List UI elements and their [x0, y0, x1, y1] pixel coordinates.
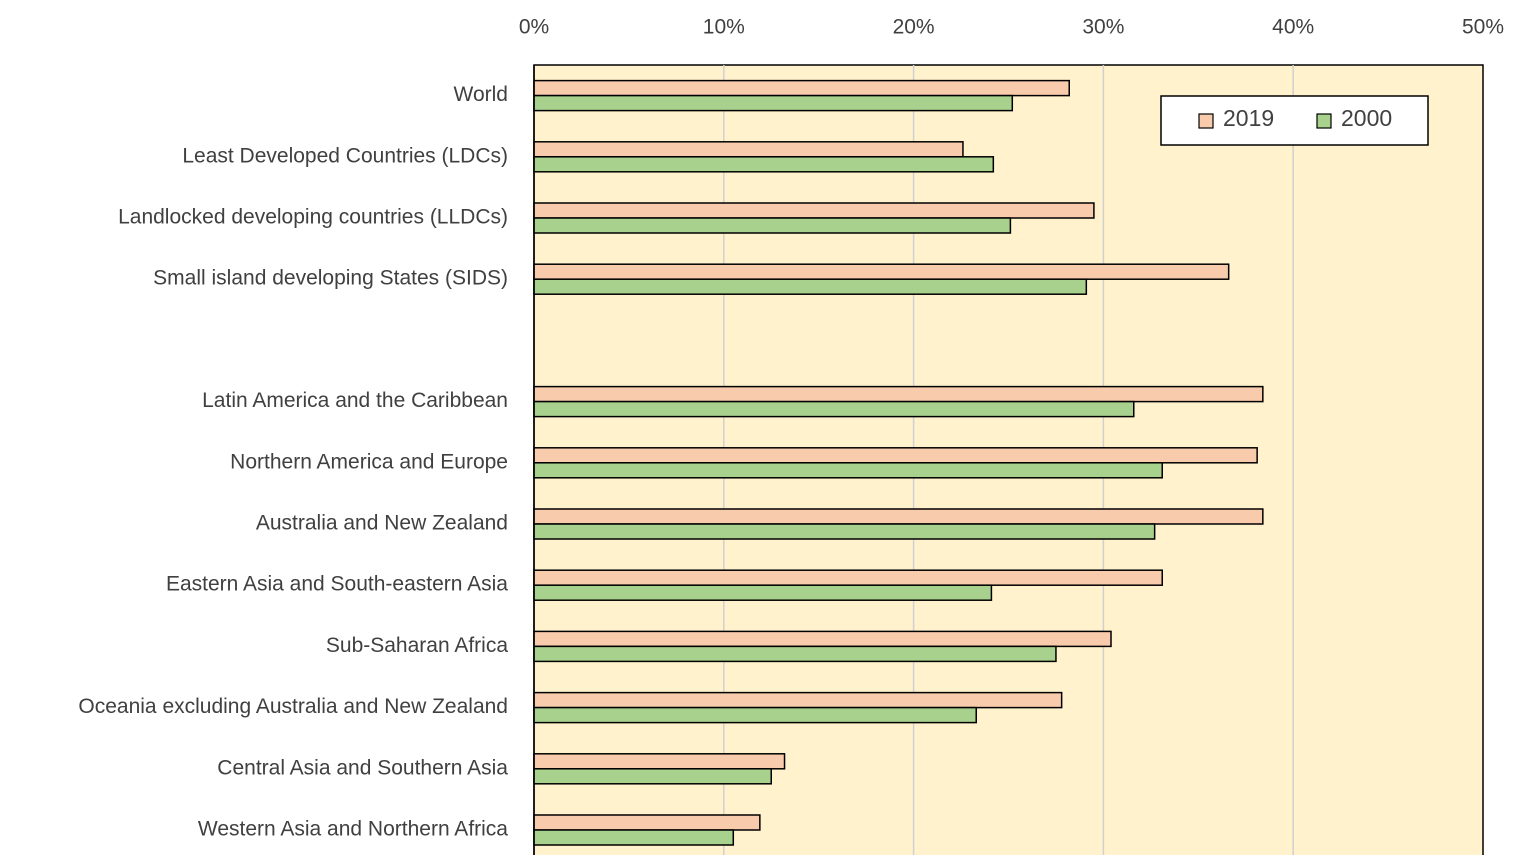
bar — [533, 523, 1156, 540]
bar — [533, 645, 1057, 663]
bar — [533, 79, 1070, 97]
bar — [533, 508, 1264, 525]
y-tick-label: Western Asia and Northern Africa — [198, 818, 508, 841]
bar — [533, 569, 1163, 586]
y-tick-label: Northern America and Europe — [230, 450, 508, 473]
legend-label: 2019 — [1223, 105, 1274, 131]
x-tick-label: 40% — [1272, 16, 1314, 39]
bar — [533, 753, 786, 770]
y-tick-label: Landlocked developing countries (LLDCs) — [118, 206, 508, 229]
bar — [533, 278, 1088, 295]
y-tick-label: Small island developing States (SIDS) — [153, 267, 508, 290]
bar — [533, 829, 735, 846]
bar — [533, 400, 1135, 418]
bar — [533, 385, 1264, 403]
x-tick-label: 10% — [703, 16, 745, 39]
bar — [533, 141, 964, 158]
x-tick-label: 20% — [893, 16, 935, 39]
x-tick-label: 50% — [1462, 16, 1504, 39]
y-tick-label: Least Developed Countries (LDCs) — [182, 144, 508, 167]
bar — [533, 94, 1014, 112]
bar — [533, 202, 1095, 219]
bar — [533, 814, 761, 831]
y-tick-label: Central Asia and Southern Asia — [217, 756, 508, 779]
bar — [533, 447, 1258, 464]
legend-swatch — [1316, 113, 1332, 129]
y-tick-label: Eastern Asia and South-eastern Asia — [166, 573, 508, 596]
y-tick-label: World — [454, 83, 508, 106]
y-tick-label: Oceania excluding Australia and New Zeal… — [78, 695, 508, 718]
bar — [533, 263, 1230, 280]
y-tick-label: Australia and New Zealand — [256, 512, 508, 535]
bar — [533, 630, 1112, 648]
y-tick-label: Latin America and the Caribbean — [202, 389, 508, 412]
bar — [533, 156, 995, 173]
bar — [533, 462, 1163, 479]
bar — [533, 691, 1063, 709]
bar — [533, 706, 977, 724]
bar — [533, 768, 772, 785]
x-tick-label: 30% — [1082, 16, 1124, 39]
y-tick-label: Sub-Saharan Africa — [326, 634, 508, 657]
bar — [533, 584, 993, 601]
x-tick-label: 0% — [519, 16, 549, 39]
legend-label: 2000 — [1341, 105, 1392, 131]
bar — [533, 217, 1012, 234]
legend-swatch — [1198, 113, 1214, 129]
